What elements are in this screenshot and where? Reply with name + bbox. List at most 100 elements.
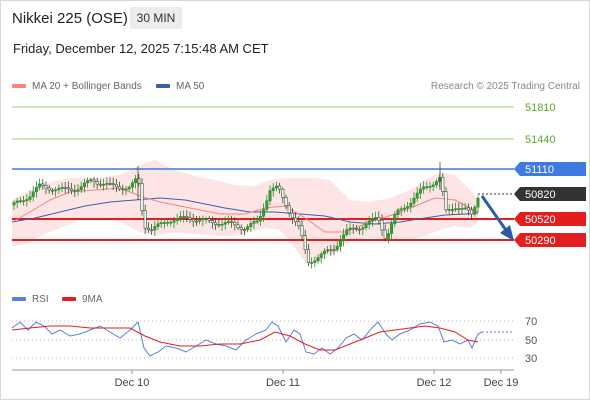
candle-body: [396, 209, 400, 215]
candle-body: [114, 184, 118, 188]
candle-body: [300, 225, 304, 236]
tag-bg-50520: [514, 212, 586, 226]
rsi-label: RSI: [32, 294, 49, 305]
candle-body: [335, 245, 339, 251]
candle-body: [188, 217, 192, 220]
candle-body: [166, 222, 170, 224]
candle-body: [111, 183, 115, 185]
candle-body: [390, 223, 394, 234]
level-label-51810: 51810: [525, 102, 556, 114]
candle-body: [70, 188, 74, 191]
level-tag-51440: 51440: [525, 134, 556, 146]
level-tag-50820: 50820: [514, 187, 586, 201]
candle-body: [50, 189, 54, 192]
rsi-ma-line: [11, 325, 479, 351]
ma20-swatch: [12, 84, 26, 89]
candle-body: [265, 200, 269, 210]
instrument-title: Nikkei 225 (OSE): [12, 10, 128, 27]
candle-body: [79, 186, 83, 191]
tag-bg-51110: [514, 162, 586, 176]
candle-body: [12, 202, 16, 206]
legend-ma50: MA 50: [156, 81, 204, 92]
candle-body: [22, 200, 26, 202]
candle-body: [223, 222, 227, 225]
candle-body: [377, 217, 381, 221]
candle-body: [380, 219, 384, 231]
candle-body: [130, 182, 134, 188]
level-label-51110: 51110: [525, 164, 554, 176]
chart-header: Nikkei 225 (OSE) 30 MIN: [0, 0, 590, 36]
candle-body: [252, 221, 256, 224]
candle-body: [230, 221, 234, 223]
candle-body: [319, 253, 323, 258]
candle-body: [358, 228, 362, 231]
candle-body: [31, 191, 35, 197]
candle-body: [444, 191, 448, 211]
candle-body: [386, 233, 390, 239]
chart-datetime: Friday, December 12, 2025 7:15:48 AM CET: [13, 41, 269, 56]
candle-body: [66, 187, 70, 190]
x-label-dec19: Dec 19: [484, 377, 519, 389]
legend-9ma: 9MA: [62, 294, 103, 305]
candle-body: [236, 224, 240, 228]
candle-body: [425, 186, 429, 188]
candle-body: [150, 229, 154, 232]
candle-body: [82, 182, 86, 188]
candle-body: [294, 217, 298, 223]
candle-body: [156, 223, 160, 227]
candle-body: [476, 197, 480, 208]
candle-body: [249, 223, 253, 227]
candle-body: [169, 221, 173, 224]
candle-body: [25, 199, 29, 201]
candle-body: [434, 181, 438, 186]
candle-body: [86, 180, 90, 184]
level-label-50820: 50820: [525, 189, 556, 201]
candle-body: [284, 197, 288, 206]
candle-body: [47, 187, 51, 191]
candle-body: [271, 187, 275, 192]
candle-body: [153, 226, 157, 231]
candle-body: [313, 260, 317, 263]
x-label-dec10: Dec 10: [115, 377, 150, 389]
candle-body: [143, 210, 147, 229]
timeframe-button[interactable]: 30 MIN: [130, 7, 182, 29]
candle-body: [239, 227, 243, 230]
candle-body: [326, 249, 330, 252]
candle-body: [134, 178, 138, 184]
candle-body: [217, 224, 221, 227]
candle-body: [242, 229, 246, 231]
candle-body: [463, 207, 467, 210]
candle-body: [431, 184, 435, 187]
level-tag-51810: 51810: [525, 102, 556, 114]
candle-body: [370, 218, 374, 222]
candle-body: [172, 220, 176, 223]
candle-body: [322, 250, 326, 255]
candle-body: [207, 218, 211, 221]
candle-body: [281, 188, 285, 198]
level-tag-50520: 50520: [514, 212, 586, 226]
forecast-arrowhead: [500, 225, 514, 241]
candle-body: [73, 190, 77, 192]
candle-body: [76, 189, 80, 192]
candle-body: [191, 219, 195, 222]
candle-body: [354, 228, 358, 230]
candle-body: [38, 183, 42, 188]
candle-body: [441, 177, 445, 192]
candle-body: [412, 197, 416, 204]
candle-body: [108, 183, 112, 185]
candles-group: [12, 162, 480, 269]
candle-body: [454, 208, 458, 211]
candle-body: [198, 219, 202, 222]
candle-body: [41, 183, 45, 186]
candle-body: [63, 187, 67, 189]
tag-bg-50290: [514, 233, 586, 247]
candle-body: [262, 209, 266, 217]
candle-body: [418, 188, 422, 194]
candle-body: [182, 216, 186, 218]
candle-body: [329, 249, 333, 252]
candle-body: [473, 206, 477, 215]
level-tag-51110: 51110: [514, 162, 586, 176]
ma9-swatch: [62, 297, 76, 302]
candle-body: [470, 209, 474, 215]
